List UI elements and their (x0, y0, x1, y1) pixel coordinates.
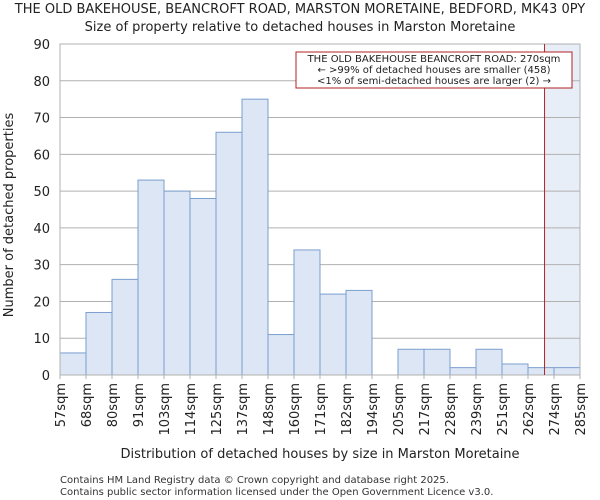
x-tick-label: 251sqm (496, 383, 511, 436)
y-tick-label: 90 (33, 38, 50, 53)
x-tick-label: 228sqm (444, 383, 459, 436)
y-axis-label: Number of detached properties (2, 113, 17, 318)
x-tick-label: 68sqm (80, 383, 95, 427)
histogram-bar (501, 363, 529, 376)
x-tick-label: 91sqm (132, 383, 147, 427)
histogram-bar (423, 348, 451, 376)
x-tick-label: 137sqm (236, 383, 251, 436)
histogram-bar (267, 334, 295, 376)
x-tick-label: 148sqm (262, 383, 277, 436)
footer-copyright: Contains HM Land Registry data © Crown c… (60, 475, 449, 486)
x-tick-label: 160sqm (288, 383, 303, 436)
annotation-line: ← >99% of detached houses are smaller (4… (317, 65, 550, 76)
x-tick-label: 194sqm (366, 383, 381, 436)
x-tick-label: 274sqm (548, 383, 563, 436)
x-tick-label: 262sqm (522, 383, 537, 436)
x-tick-label: 205sqm (392, 383, 407, 436)
footer-licence: Contains public sector information licen… (60, 487, 493, 498)
x-tick-label: 103sqm (158, 383, 173, 436)
y-tick-label: 30 (33, 259, 50, 274)
x-tick-label: 125sqm (210, 383, 225, 436)
y-tick-label: 80 (33, 75, 50, 90)
highlight-region (544, 44, 580, 375)
x-tick-label: 80sqm (106, 383, 121, 427)
histogram-bar (241, 98, 269, 376)
histogram-bar (527, 367, 555, 376)
x-tick-label: 239sqm (470, 383, 485, 436)
x-tick-label: 285sqm (574, 383, 589, 436)
x-tick-label: 57sqm (54, 383, 69, 427)
x-tick-label: 182sqm (340, 383, 355, 436)
histogram-bar (85, 311, 113, 376)
plot-area: 0 10 20 30 40 50 60 70 80 90 57sqm 68sqm 80sqm 91sqm 1… (33, 38, 589, 436)
chart-subtitle: Size of property relative to detached ho… (85, 20, 516, 35)
x-axis-label: Distribution of detached houses by size … (120, 447, 519, 462)
annotation-line: THE OLD BAKEHOUSE BEANCROFT ROAD: 270sqm (307, 54, 561, 65)
y-tick-label: 50 (33, 185, 50, 200)
histogram-bar (319, 293, 347, 376)
histogram-bar (137, 179, 165, 376)
x-tick-label: 171sqm (314, 383, 329, 436)
histogram-bar (345, 289, 373, 376)
annotation-box (295, 51, 573, 89)
x-tick-label: 217sqm (418, 383, 433, 436)
histogram-bar (449, 367, 477, 376)
y-tick-label: 20 (33, 295, 50, 310)
histogram-bar (293, 249, 321, 376)
x-tick-label: 114sqm (184, 383, 199, 436)
histogram-bar (111, 278, 139, 376)
y-tick-label: 60 (33, 148, 50, 163)
y-tick-label: 10 (33, 332, 50, 347)
y-tick-label: 0 (42, 369, 50, 384)
annotation-line: <1% of semi-detached houses are larger (… (317, 76, 551, 87)
histogram-bar (397, 348, 425, 376)
y-tick-label: 40 (33, 222, 50, 237)
histogram-bar (189, 197, 217, 376)
histogram-bar (215, 131, 243, 376)
chart-title: THE OLD BAKEHOUSE, BEANCROFT ROAD, MARST… (14, 2, 585, 17)
histogram-bar (553, 367, 581, 376)
histogram-bar (59, 352, 87, 376)
histogram-bar (163, 190, 191, 376)
histogram-bar (475, 348, 503, 376)
y-tick-label: 70 (33, 112, 50, 127)
